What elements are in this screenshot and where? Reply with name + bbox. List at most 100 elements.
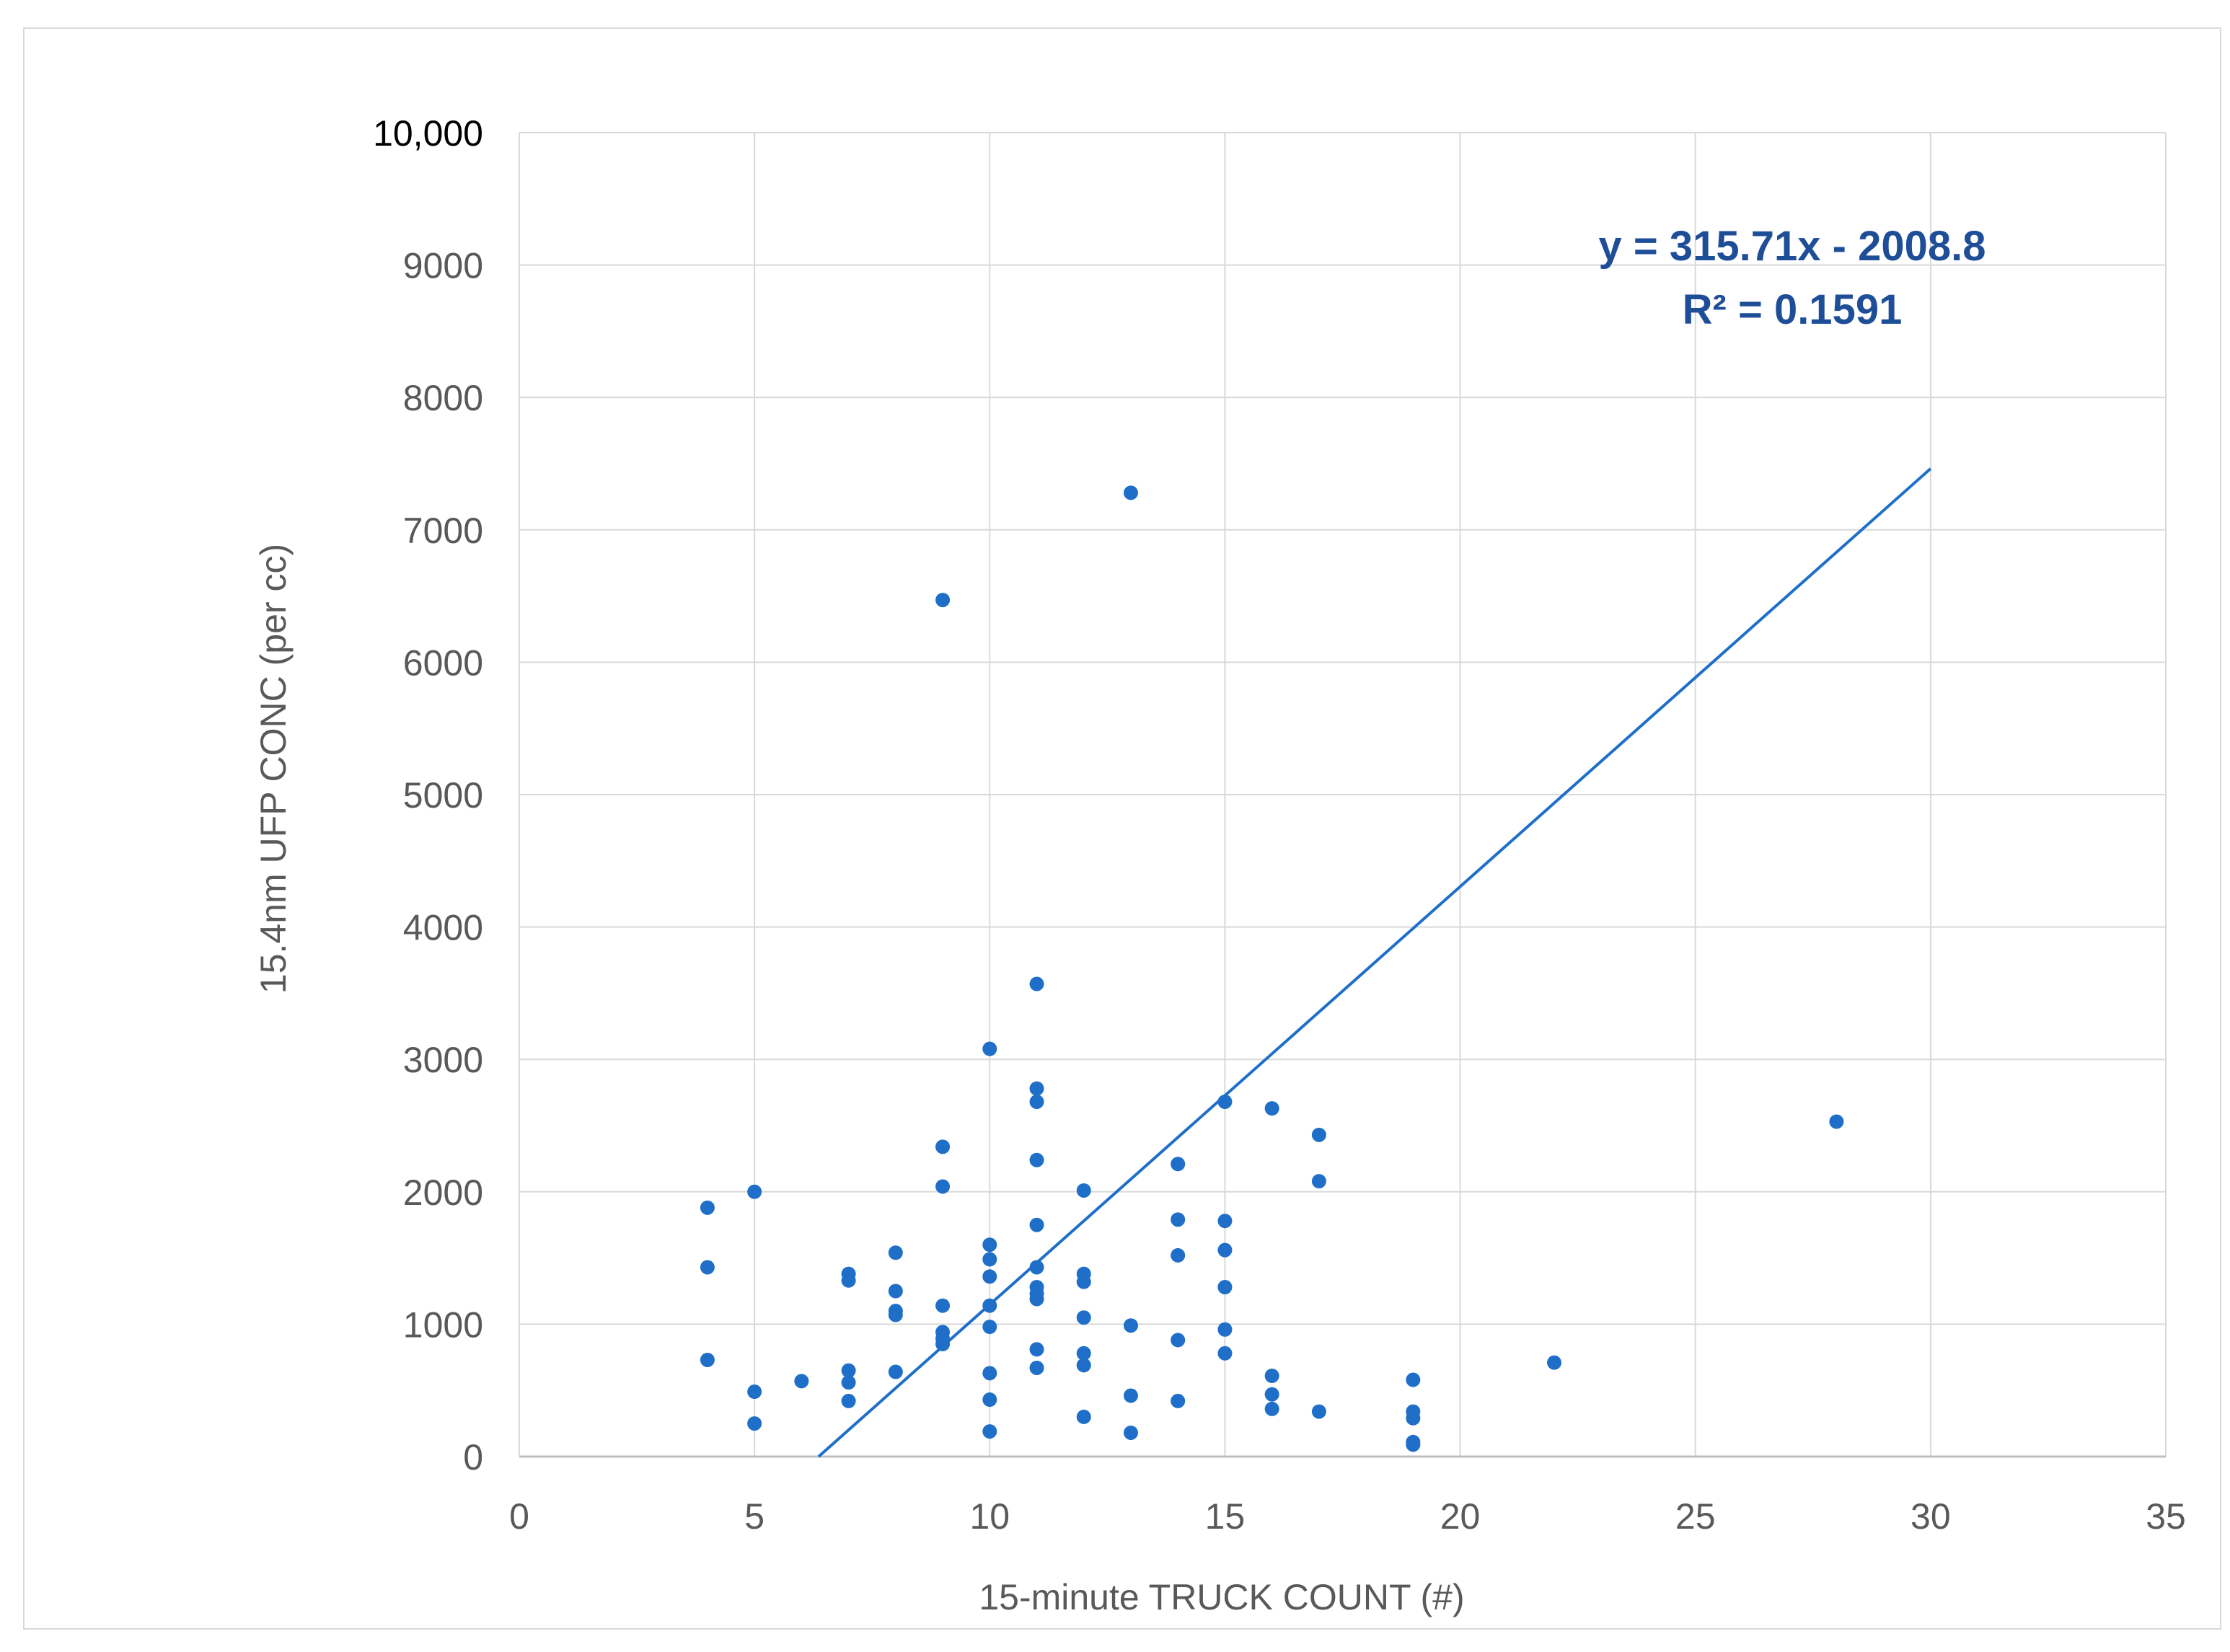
- data-point: [1547, 1355, 1562, 1370]
- y-tick-label: 0: [463, 1437, 483, 1477]
- data-point: [1029, 1342, 1044, 1357]
- data-point: [1076, 1183, 1091, 1198]
- data-point: [1076, 1409, 1091, 1424]
- data-point: [982, 1041, 997, 1056]
- data-point: [1123, 1318, 1138, 1333]
- data-point: [935, 1179, 951, 1194]
- data-point: [935, 593, 951, 608]
- data-point: [935, 1336, 951, 1351]
- trendline-r-squared: R² = 0.1591: [1683, 286, 1903, 333]
- data-point: [1406, 1437, 1421, 1452]
- y-tick-label: 5000: [403, 775, 483, 816]
- data-points: [700, 485, 1844, 1452]
- data-point: [1217, 1242, 1233, 1258]
- data-point: [1171, 1393, 1186, 1408]
- data-point: [1029, 1291, 1044, 1307]
- data-point: [841, 1363, 856, 1378]
- trendline: [817, 467, 1932, 1458]
- data-point: [1076, 1346, 1091, 1361]
- data-point: [1029, 1081, 1044, 1096]
- data-point: [841, 1375, 856, 1390]
- data-point: [1029, 1152, 1044, 1167]
- x-tick-label: 20: [1440, 1496, 1481, 1537]
- data-point: [1829, 1114, 1844, 1129]
- data-point: [1217, 1279, 1233, 1294]
- data-point: [841, 1273, 856, 1288]
- y-tick-label: 2000: [403, 1172, 483, 1213]
- data-point: [747, 1184, 762, 1199]
- y-tick-label: 4000: [403, 908, 483, 948]
- axes: [519, 133, 2166, 1458]
- x-tick-label: 5: [744, 1496, 764, 1537]
- data-point: [700, 1260, 715, 1275]
- data-point: [1217, 1094, 1233, 1109]
- data-point: [1171, 1247, 1186, 1263]
- data-point: [982, 1366, 997, 1381]
- data-point: [935, 1298, 951, 1313]
- data-point: [1406, 1410, 1421, 1426]
- data-point: [1217, 1214, 1233, 1229]
- y-tick-label: 3000: [403, 1040, 483, 1080]
- data-point: [747, 1384, 762, 1400]
- data-point: [1076, 1274, 1091, 1289]
- y-axis-title: 15.4nm UFP CONC (per cc): [253, 544, 294, 994]
- data-point: [888, 1364, 903, 1379]
- data-point: [982, 1237, 997, 1253]
- x-axis-title: 15-minute TRUCK COUNT (#): [979, 1577, 1464, 1617]
- data-point: [1029, 976, 1044, 991]
- data-point: [1123, 1388, 1138, 1403]
- chart-frame: [23, 27, 2221, 1630]
- data-point: [982, 1424, 997, 1439]
- y-tick-label: 1000: [403, 1304, 483, 1345]
- data-point: [1406, 1372, 1421, 1387]
- data-point: [888, 1307, 903, 1322]
- x-tick-label: 15: [1205, 1496, 1246, 1537]
- data-point: [1264, 1101, 1279, 1116]
- data-point: [747, 1416, 762, 1431]
- y-tick-label: 8000: [403, 378, 483, 418]
- data-point: [1029, 1260, 1044, 1275]
- data-point: [1264, 1401, 1279, 1416]
- data-point: [1029, 1094, 1044, 1109]
- data-point: [1076, 1358, 1091, 1373]
- data-point: [1311, 1127, 1326, 1142]
- x-tick-label: 30: [1911, 1496, 1951, 1537]
- data-point: [1217, 1322, 1233, 1337]
- data-point: [1217, 1346, 1233, 1361]
- data-point: [700, 1200, 715, 1215]
- data-point: [700, 1352, 715, 1367]
- data-point: [935, 1139, 951, 1154]
- data-point: [1123, 1425, 1138, 1440]
- data-point: [982, 1392, 997, 1408]
- y-tick-label: 9000: [403, 246, 483, 286]
- x-tick-label: 10: [969, 1496, 1010, 1537]
- data-point: [888, 1284, 903, 1299]
- data-point: [1029, 1360, 1044, 1375]
- tick-labels: 0 5 10 15 20 25 30 35 0 1000 2000 3000 4000 5000 6000 7…: [373, 113, 2186, 1537]
- data-point: [1264, 1387, 1279, 1402]
- data-point: [1311, 1174, 1326, 1189]
- data-point: [982, 1298, 997, 1313]
- data-point: [1076, 1310, 1091, 1325]
- data-point: [1123, 485, 1138, 500]
- y-tick-label: 6000: [403, 642, 483, 683]
- data-point: [982, 1252, 997, 1267]
- x-tick-label: 25: [1675, 1496, 1716, 1537]
- y-tick-label: 7000: [403, 511, 483, 551]
- data-point: [1171, 1157, 1186, 1172]
- x-tick-label: 35: [2146, 1496, 2186, 1537]
- data-point: [1311, 1404, 1326, 1419]
- y-tick-label: 10,000: [373, 113, 483, 154]
- data-point: [794, 1374, 809, 1389]
- x-tick-label: 0: [509, 1496, 529, 1537]
- data-point: [1171, 1333, 1186, 1348]
- data-point: [1264, 1369, 1279, 1384]
- data-point: [982, 1320, 997, 1335]
- trendline-equation: y = 315.71x - 2008.8: [1599, 223, 1986, 270]
- gridlines: [519, 132, 2167, 1457]
- data-point: [1171, 1212, 1186, 1227]
- data-point: [888, 1245, 903, 1260]
- data-point: [1029, 1217, 1044, 1232]
- data-point: [841, 1393, 856, 1408]
